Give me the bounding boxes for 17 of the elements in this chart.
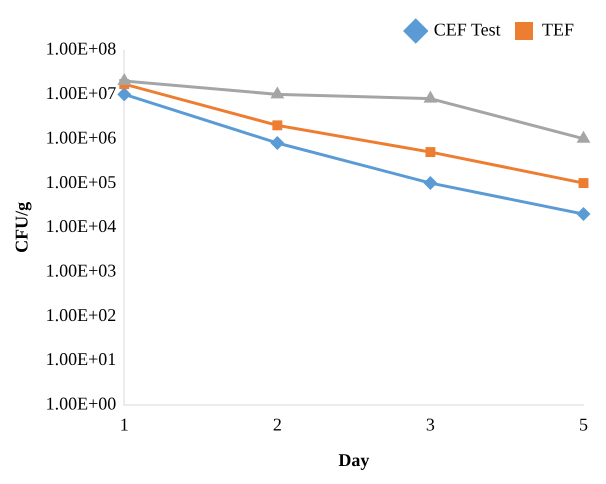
- x-tick-label: 1: [120, 414, 129, 434]
- legend-label: CEF Test: [434, 20, 501, 40]
- y-tick-label: 1.00E+07: [46, 83, 116, 104]
- y-tick-label: 1.00E+01: [46, 349, 116, 370]
- legend-label: TEF: [542, 20, 574, 40]
- y-tick-label: 1.00E+03: [46, 260, 116, 280]
- y-tick-label: 1.00E+02: [46, 304, 116, 325]
- y-tick-label: 1.00E+04: [46, 216, 116, 236]
- x-tick-label: 5: [579, 414, 588, 434]
- x-axis-title: Day: [338, 450, 370, 470]
- x-tick-label: 2: [272, 414, 282, 434]
- y-tick-label: 1.00E+08: [46, 38, 116, 59]
- x-tick-label: 3: [426, 414, 435, 434]
- y-tick-label: 1.00E+06: [46, 127, 116, 148]
- y-tick-label: 1.00E+05: [46, 172, 116, 192]
- y-axis-title: CFU/g: [11, 202, 32, 253]
- y-tick-label: 1.00E+00: [46, 394, 116, 414]
